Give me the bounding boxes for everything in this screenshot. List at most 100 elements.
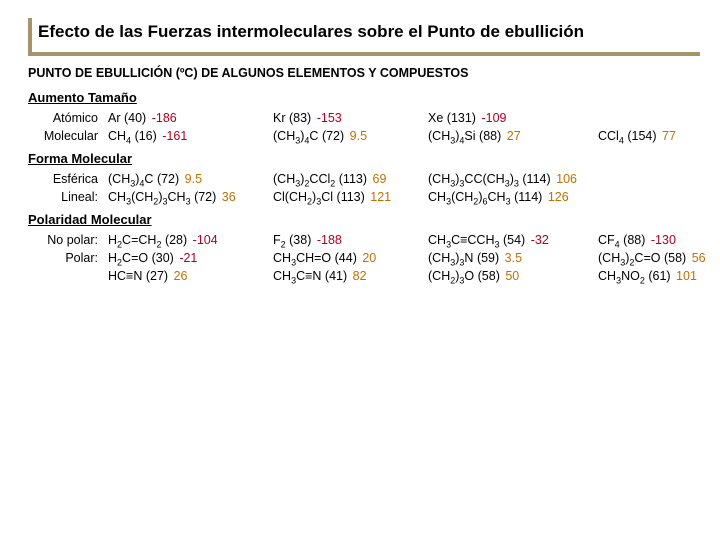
mass: (28) (165, 233, 187, 247)
boiling-point: 82 (353, 269, 367, 283)
boiling-point: 126 (548, 190, 569, 204)
boiling-point: 77 (662, 129, 676, 143)
boiling-point: 26 (174, 269, 188, 283)
row-esferica: Esférica (CH3)4C (72) 9.5 (CH3)2CCl2 (11… (28, 172, 700, 186)
mass: (41) (325, 269, 347, 283)
formula: (CH3)3CC(CH3)3 (428, 172, 519, 186)
row-label: Molecular (28, 129, 108, 143)
mass: (38) (289, 233, 311, 247)
cell: H2C=O (30) -21 (108, 251, 273, 265)
cell: (CH2)3O (58) 50 (428, 269, 598, 283)
mass: (88) (623, 233, 645, 247)
mass: (131) (447, 111, 476, 125)
mass: (59) (477, 251, 499, 265)
formula: CH3NO2 (598, 269, 645, 283)
row-nopolar: No polar: H2C=CH2 (28) -104 F2 (38) -188… (28, 233, 700, 247)
mass: (58) (664, 251, 686, 265)
row-polar2: HC≡N (27) 26 CH3C≡N (41) 82 (CH2)3O (58)… (28, 269, 700, 283)
cell: (CH3)4Si (88) 27 (428, 129, 598, 143)
mass: (72) (157, 172, 179, 186)
formula: (CH3)2C=O (598, 251, 660, 265)
cell: CH3CH=O (44) 20 (273, 251, 428, 265)
formula: H2C=O (108, 251, 148, 265)
mass: (40) (124, 111, 146, 125)
boiling-point: -188 (317, 233, 342, 247)
boiling-point: -130 (651, 233, 676, 247)
boiling-point: -104 (193, 233, 218, 247)
cell: Ar (40) -186 (108, 111, 273, 125)
formula: (CH3)4Si (428, 129, 476, 143)
mass: (114) (514, 190, 542, 204)
cell: (CH3)4C (72) 9.5 (108, 172, 273, 186)
mass: (61) (648, 269, 670, 283)
cell: Cl(CH2)3Cl (113) 121 (273, 190, 428, 204)
mass: (72) (194, 190, 216, 204)
row-atomico: Atómico Ar (40) -186 Kr (83) -153 Xe (13… (28, 111, 700, 125)
mass: (83) (289, 111, 311, 125)
mass: (58) (478, 269, 500, 283)
mass: (44) (335, 251, 357, 265)
cell: F2 (38) -188 (273, 233, 428, 247)
formula: (CH3)2CCl2 (273, 172, 335, 186)
formula: (CH2)3O (428, 269, 474, 283)
cell: CH3C≡N (41) 82 (273, 269, 428, 283)
formula: F2 (273, 233, 286, 247)
formula: (CH3)4C (273, 129, 318, 143)
boiling-point: 3.5 (505, 251, 522, 265)
formula: (CH3)4C (108, 172, 153, 186)
cell: Kr (83) -153 (273, 111, 428, 125)
row-label: Polar: (28, 251, 108, 265)
row-polar1: Polar: H2C=O (30) -21 CH3CH=O (44) 20 (C… (28, 251, 700, 265)
formula: (CH3)3N (428, 251, 473, 265)
mass: (88) (479, 129, 501, 143)
boiling-point: -186 (152, 111, 177, 125)
boiling-point: -109 (481, 111, 506, 125)
subtitle: PUNTO DE EBULLICIÓN (ºC) DE ALGUNOS ELEM… (28, 66, 700, 80)
cell: CF4 (88) -130 (598, 233, 676, 247)
boiling-point: 9.5 (185, 172, 202, 186)
formula: CH3C≡CCH3 (428, 233, 500, 247)
formula: CH3(CH2)6CH3 (428, 190, 511, 204)
formula: Xe (428, 111, 443, 125)
cell: H2C=CH2 (28) -104 (108, 233, 273, 247)
cell: Xe (131) -109 (428, 111, 598, 125)
boiling-point: 20 (362, 251, 376, 265)
row-label: Esférica (28, 172, 108, 186)
cell: (CH3)4C (72) 9.5 (273, 129, 428, 143)
formula: Cl(CH2)3Cl (273, 190, 333, 204)
slide: Efecto de las Fuerzas intermoleculares s… (0, 0, 720, 297)
row-label: Lineal: (28, 190, 108, 204)
cell: CH3(CH2)6CH3 (114) 126 (428, 190, 598, 204)
formula: Kr (273, 111, 286, 125)
boiling-point: -153 (317, 111, 342, 125)
cell: CH3NO2 (61) 101 (598, 269, 697, 283)
boiling-point: 56 (692, 251, 706, 265)
cell: CH4 (16) -161 (108, 129, 273, 143)
cell: CCl4 (154) 77 (598, 129, 676, 143)
boiling-point: 121 (370, 190, 391, 204)
formula: CH3C≡N (273, 269, 321, 283)
row-molecular: Molecular CH4 (16) -161 (CH3)4C (72) 9.5… (28, 129, 700, 143)
section-polarity: Polaridad Molecular (28, 212, 700, 227)
cell: HC≡N (27) 26 (108, 269, 273, 283)
section-size: Aumento Tamaño (28, 90, 700, 105)
formula: CH3(CH2)3CH3 (108, 190, 191, 204)
cell: CH3(CH2)3CH3 (72) 36 (108, 190, 273, 204)
mass: (72) (322, 129, 344, 143)
boiling-point: 50 (505, 269, 519, 283)
mass: (154) (627, 129, 656, 143)
formula: Ar (108, 111, 121, 125)
cell: (CH3)3CC(CH3)3 (114) 106 (428, 172, 598, 186)
formula: CF4 (598, 233, 620, 247)
mass: (54) (503, 233, 525, 247)
boiling-point: -32 (531, 233, 549, 247)
page-title: Efecto de las Fuerzas intermoleculares s… (38, 22, 700, 42)
formula: H2C=CH2 (108, 233, 161, 247)
cell: (CH3)2CCl2 (113) 69 (273, 172, 428, 186)
formula: CCl4 (598, 129, 624, 143)
mass: (113) (339, 172, 367, 186)
title-border: Efecto de las Fuerzas intermoleculares s… (28, 18, 700, 56)
boiling-point: 27 (507, 129, 521, 143)
row-label: Atómico (28, 111, 108, 125)
mass: (113) (337, 190, 365, 204)
